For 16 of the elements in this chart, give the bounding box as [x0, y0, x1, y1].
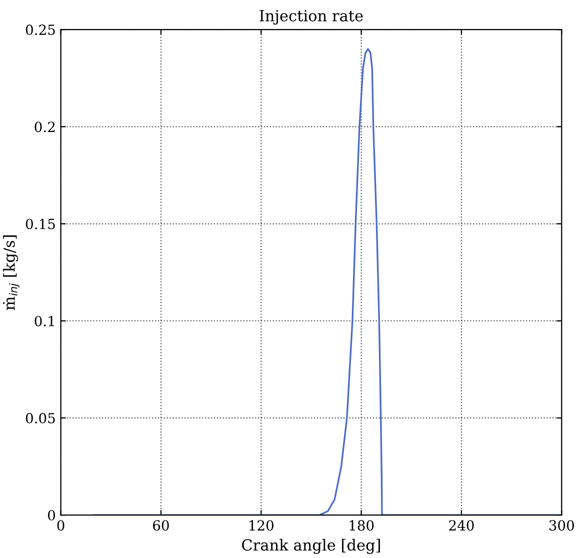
chart-title: Injection rate — [260, 10, 363, 25]
y-tick-label: 0.15 — [26, 218, 55, 230]
x-tick-label: 0 — [57, 520, 64, 531]
y-tick-label: 0.2 — [34, 122, 55, 132]
x-tick-label: 120 — [250, 520, 274, 531]
y-tick-label: 0 — [48, 510, 56, 521]
y-tick-label: 0.05 — [26, 412, 55, 424]
y-tick-label: 0.1 — [34, 316, 54, 326]
x-axis-title: Crank angle [deg] — [242, 538, 380, 554]
x-tick-label: 60 — [153, 520, 169, 531]
x-tick-label: 240 — [449, 520, 474, 531]
x-tick-label: 180 — [350, 520, 374, 531]
line-series — [93, 48, 562, 516]
x-tick-label: 300 — [549, 520, 574, 531]
y-tick-label: 0.25 — [26, 24, 55, 36]
y-axis-title: ṁ$_{inj}$ [kg/s] — [2, 235, 20, 310]
